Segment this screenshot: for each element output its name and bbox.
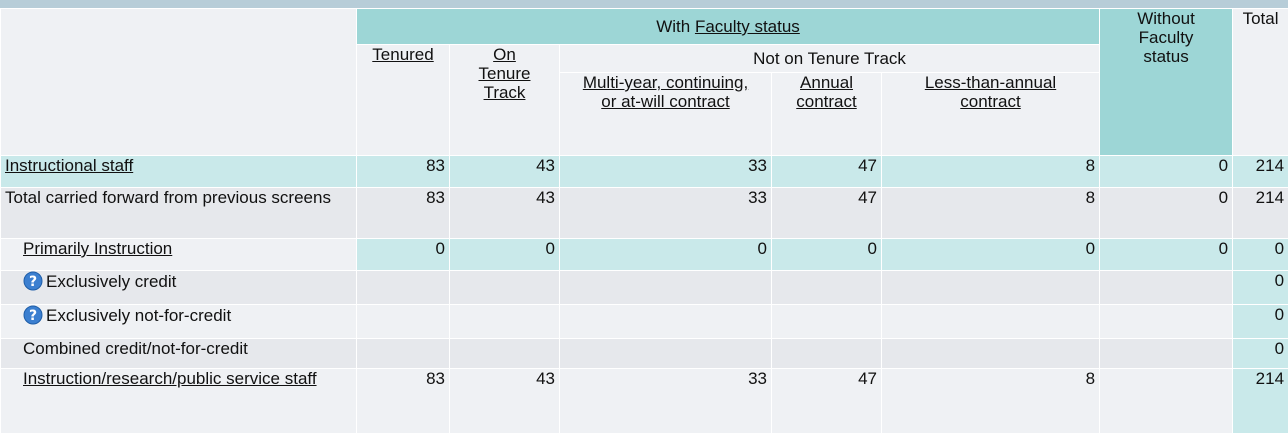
row-label: ? Exclusively credit xyxy=(1,271,357,305)
col-header: Annual contract xyxy=(772,73,882,156)
value-cell: 43 xyxy=(450,156,560,188)
value-cell: 33 xyxy=(560,188,772,239)
value-cell xyxy=(560,339,772,369)
value-cell xyxy=(882,271,1100,305)
value-cell: 0 xyxy=(560,239,772,271)
row-label: ? Exclusively not-for-credit xyxy=(1,305,357,339)
value-cell: 47 xyxy=(772,369,882,434)
value-cell: 214 xyxy=(1233,369,1288,434)
tenured-link[interactable]: Tenured xyxy=(372,45,433,64)
row-label: Instruction/research/public service staf… xyxy=(1,369,357,434)
value-cell: 0 xyxy=(450,239,560,271)
value-cell: 43 xyxy=(450,188,560,239)
row-text: Total carried forward from previous scre… xyxy=(5,188,331,207)
col-header: Not on Tenure Track xyxy=(560,45,1100,73)
help-icon[interactable]: ? xyxy=(23,271,43,291)
value-cell: 214 xyxy=(1233,156,1288,188)
value-cell xyxy=(1100,271,1233,305)
corner xyxy=(1,9,357,156)
value-cell xyxy=(560,305,772,339)
value-cell xyxy=(450,305,560,339)
value-cell: 214 xyxy=(1233,188,1288,239)
value-cell xyxy=(357,339,450,369)
value-cell: 0 xyxy=(1233,239,1288,271)
row-text: Exclusively credit xyxy=(46,272,176,291)
row-label: Instructional staff xyxy=(1,156,357,188)
value-cell: 8 xyxy=(882,188,1100,239)
value-cell: 83 xyxy=(357,188,450,239)
value-cell xyxy=(450,339,560,369)
row-link[interactable]: Instructional staff xyxy=(5,156,133,175)
row-link[interactable]: Instruction/research/public service staf… xyxy=(23,369,317,388)
table-row: ? Exclusively credit 0 xyxy=(1,271,1288,305)
multi-year-link[interactable]: Multi-year, continuing, or at-will contr… xyxy=(576,73,756,111)
value-cell xyxy=(357,271,450,305)
value-cell: 43 xyxy=(450,369,560,434)
top-bar xyxy=(0,0,1288,8)
value-cell: 0 xyxy=(1100,239,1233,271)
col-header: On Tenure Track xyxy=(450,45,560,156)
row-label: Combined credit/not-for-credit xyxy=(1,339,357,369)
value-cell xyxy=(882,305,1100,339)
value-cell xyxy=(772,271,882,305)
value-cell xyxy=(1100,369,1233,434)
col-header: Multi-year, continuing, or at-will contr… xyxy=(560,73,772,156)
value-cell: 83 xyxy=(357,156,450,188)
value-cell: 47 xyxy=(772,156,882,188)
value-cell: 83 xyxy=(357,369,450,434)
value-cell xyxy=(450,271,560,305)
value-cell: 0 xyxy=(772,239,882,271)
col-header: Total xyxy=(1233,9,1288,156)
value-cell xyxy=(772,339,882,369)
value-cell: 0 xyxy=(1100,156,1233,188)
group-text: With xyxy=(656,17,690,36)
row-label: Primarily Instruction xyxy=(1,239,357,271)
row-text: Exclusively not-for-credit xyxy=(46,306,231,325)
col-text: Not on Tenure Track xyxy=(753,49,906,68)
table-row: Combined credit/not-for-credit 0 xyxy=(1,339,1288,369)
value-cell xyxy=(1100,339,1233,369)
on-tenure-link[interactable]: On Tenure Track xyxy=(475,45,535,102)
col-header: Without Faculty status xyxy=(1100,9,1233,156)
value-cell xyxy=(772,305,882,339)
value-cell: 8 xyxy=(882,156,1100,188)
value-cell: 0 xyxy=(1100,188,1233,239)
value-cell: 0 xyxy=(882,239,1100,271)
group-header: With Faculty status xyxy=(357,9,1100,45)
value-cell: 33 xyxy=(560,156,772,188)
value-cell: 8 xyxy=(882,369,1100,434)
value-cell: 33 xyxy=(560,369,772,434)
value-cell xyxy=(357,305,450,339)
annual-link[interactable]: Annual contract xyxy=(787,73,867,111)
value-cell: 47 xyxy=(772,188,882,239)
staff-table: With Faculty status Without Faculty stat… xyxy=(0,8,1288,434)
value-cell: 0 xyxy=(1233,271,1288,305)
value-cell: 0 xyxy=(1233,305,1288,339)
row-text: Combined credit/not-for-credit xyxy=(23,339,248,358)
row-link[interactable]: Primarily Instruction xyxy=(23,239,172,258)
col-text: Without Faculty status xyxy=(1126,9,1206,66)
value-cell xyxy=(1100,305,1233,339)
faculty-status-link[interactable]: Faculty status xyxy=(695,17,800,36)
svg-text:?: ? xyxy=(29,308,37,324)
svg-text:?: ? xyxy=(29,274,37,290)
col-header: Less-than-annual contract xyxy=(882,73,1100,156)
less-link[interactable]: Less-than-annual contract xyxy=(916,73,1066,111)
col-header: Tenured xyxy=(357,45,450,156)
value-cell xyxy=(882,339,1100,369)
value-cell: 0 xyxy=(1233,339,1288,369)
table-row: Instruction/research/public service staf… xyxy=(1,369,1288,434)
row-label: Total carried forward from previous scre… xyxy=(1,188,357,239)
help-icon[interactable]: ? xyxy=(23,305,43,325)
table-row: ? Exclusively not-for-credit 0 xyxy=(1,305,1288,339)
table-row: Total carried forward from previous scre… xyxy=(1,188,1288,239)
col-text: Total xyxy=(1243,9,1279,28)
value-cell: 0 xyxy=(357,239,450,271)
value-cell xyxy=(560,271,772,305)
